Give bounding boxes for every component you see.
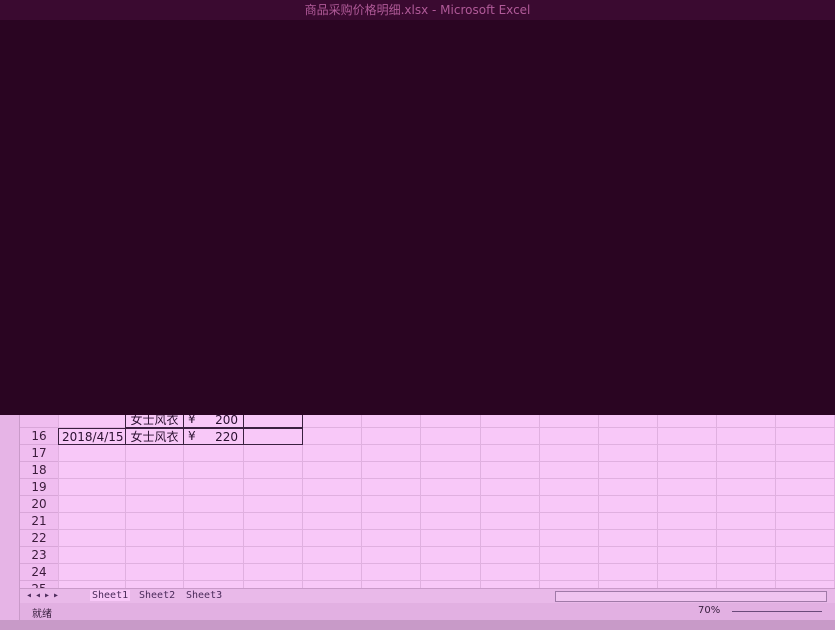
- currency-symbol: ¥: [188, 415, 196, 428]
- excel-window: 商品采购价格明细.xlsx - Microsoft Excel 女士风衣200¥…: [0, 0, 835, 630]
- row-header: [20, 415, 58, 428]
- row-header: 16: [20, 428, 58, 445]
- row-gridline: [58, 478, 835, 479]
- row-header: 24: [20, 564, 58, 581]
- window-title: 商品采购价格明细.xlsx - Microsoft Excel: [305, 3, 531, 17]
- empty-cell: [243, 415, 303, 428]
- row-header: 25: [20, 581, 58, 588]
- window-bottom: [0, 620, 835, 630]
- row-header: 22: [20, 530, 58, 547]
- date-cell: 2018/4/15: [58, 428, 126, 445]
- row-gridline: [58, 546, 835, 547]
- row-gridline: [58, 495, 835, 496]
- row-gridline: [58, 580, 835, 581]
- row-header: 23: [20, 547, 58, 564]
- horizontal-scrollbar[interactable]: [555, 591, 827, 602]
- row-gridline: [58, 563, 835, 564]
- dark-overlay: [0, 0, 835, 415]
- row-header: 21: [20, 513, 58, 530]
- status-bar: 就绪 70%: [20, 603, 835, 620]
- sheet-tab[interactable]: Sheet3: [184, 590, 224, 601]
- row-header: 17: [20, 445, 58, 462]
- row-gridline: [58, 529, 835, 530]
- row-header: 18: [20, 462, 58, 479]
- status-ready: 就绪: [32, 605, 52, 620]
- name-cell: 女士风衣: [125, 415, 184, 428]
- title-bar: 商品采购价格明细.xlsx - Microsoft Excel: [0, 0, 835, 20]
- zoom-slider[interactable]: [732, 611, 822, 612]
- zoom-level[interactable]: 70%: [698, 605, 720, 616]
- row-header: 20: [20, 496, 58, 513]
- currency-symbol: ¥: [188, 428, 196, 445]
- row-header: 19: [20, 479, 58, 496]
- row-gridline: [58, 461, 835, 462]
- empty-cell: [243, 428, 303, 445]
- row-gridline: [58, 512, 835, 513]
- sheet-tab[interactable]: Sheet1: [90, 590, 130, 601]
- name-cell: 女士风衣: [125, 428, 184, 445]
- sheet-tabs: ◂◂▸▸ Sheet1 Sheet2 Sheet3: [20, 588, 835, 603]
- tab-nav: ◂◂▸▸: [26, 590, 62, 601]
- left-edge: [0, 415, 20, 630]
- sheet-tab[interactable]: Sheet2: [137, 590, 177, 601]
